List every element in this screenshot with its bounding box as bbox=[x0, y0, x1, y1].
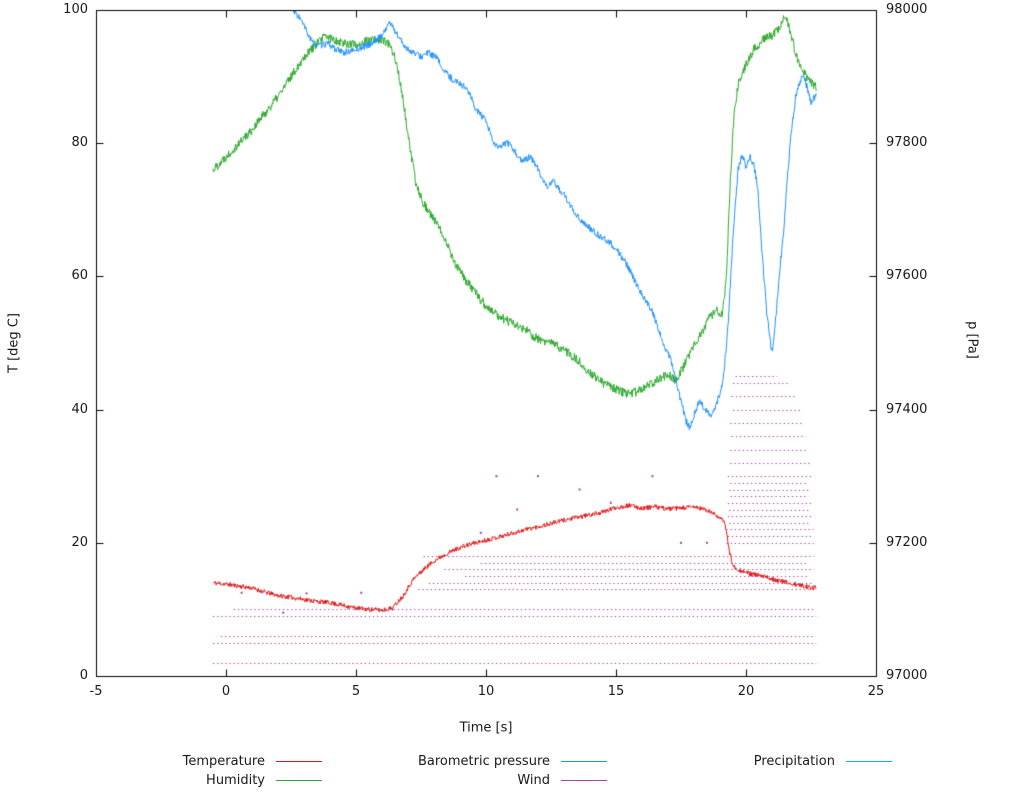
y-right-tick-label: 97000 bbox=[886, 668, 928, 683]
legend-item-temperature: Temperature bbox=[42, 753, 322, 769]
x-tick-label: 0 bbox=[221, 684, 231, 699]
y-right-tick-label: 97800 bbox=[886, 135, 928, 151]
y-left-tick-label: 60 bbox=[71, 268, 88, 284]
x-tick-label: 10 bbox=[477, 684, 495, 699]
legend-label-precipitation: Precipitation bbox=[753, 753, 835, 769]
y-left-tick-label: 20 bbox=[71, 534, 88, 550]
legend-item-barometric-pressure: Barometric pressure bbox=[327, 753, 607, 769]
legend-label-humidity: Humidity bbox=[206, 772, 265, 788]
y-axis-right-title: p [Pa] bbox=[964, 321, 980, 359]
x-tick-label: 25 bbox=[867, 684, 885, 699]
y-left-tick-label: 40 bbox=[71, 401, 88, 417]
legend-line-sample-barometric-pressure bbox=[561, 760, 607, 762]
y-axis-left-title: T [deg C] bbox=[6, 313, 22, 373]
legend-label-barometric-pressure: Barometric pressure bbox=[417, 753, 550, 769]
legend-line-sample-wind bbox=[561, 779, 607, 781]
x-tick-label: 5 bbox=[351, 684, 361, 699]
x-tick-label: 15 bbox=[607, 684, 625, 699]
legend-item-wind: Wind bbox=[327, 772, 607, 788]
y-left-tick-label: 0 bbox=[79, 668, 88, 683]
x-tick-label: -5 bbox=[89, 684, 103, 699]
y-right-tick-label: 97200 bbox=[886, 534, 928, 550]
legend-item-humidity: Humidity bbox=[42, 772, 322, 788]
legend-line-sample-precipitation bbox=[846, 760, 892, 762]
legend-label-wind: Wind bbox=[517, 772, 550, 788]
y-left-tick-label: 100 bbox=[63, 2, 88, 17]
y-right-tick-label: 97400 bbox=[886, 401, 928, 417]
x-axis-title: Time [s] bbox=[459, 720, 513, 736]
y-right-tick-label: 97600 bbox=[886, 268, 928, 284]
legend-label-temperature: Temperature bbox=[182, 753, 265, 769]
legend-line-sample-temperature bbox=[276, 760, 322, 762]
y-left-tick-label: 80 bbox=[71, 135, 88, 151]
legend-item-precipitation: Precipitation bbox=[612, 753, 892, 769]
x-tick-label: 20 bbox=[737, 684, 755, 699]
y-right-tick-label: 98000 bbox=[886, 2, 928, 17]
legend-line-sample-humidity bbox=[276, 779, 322, 781]
